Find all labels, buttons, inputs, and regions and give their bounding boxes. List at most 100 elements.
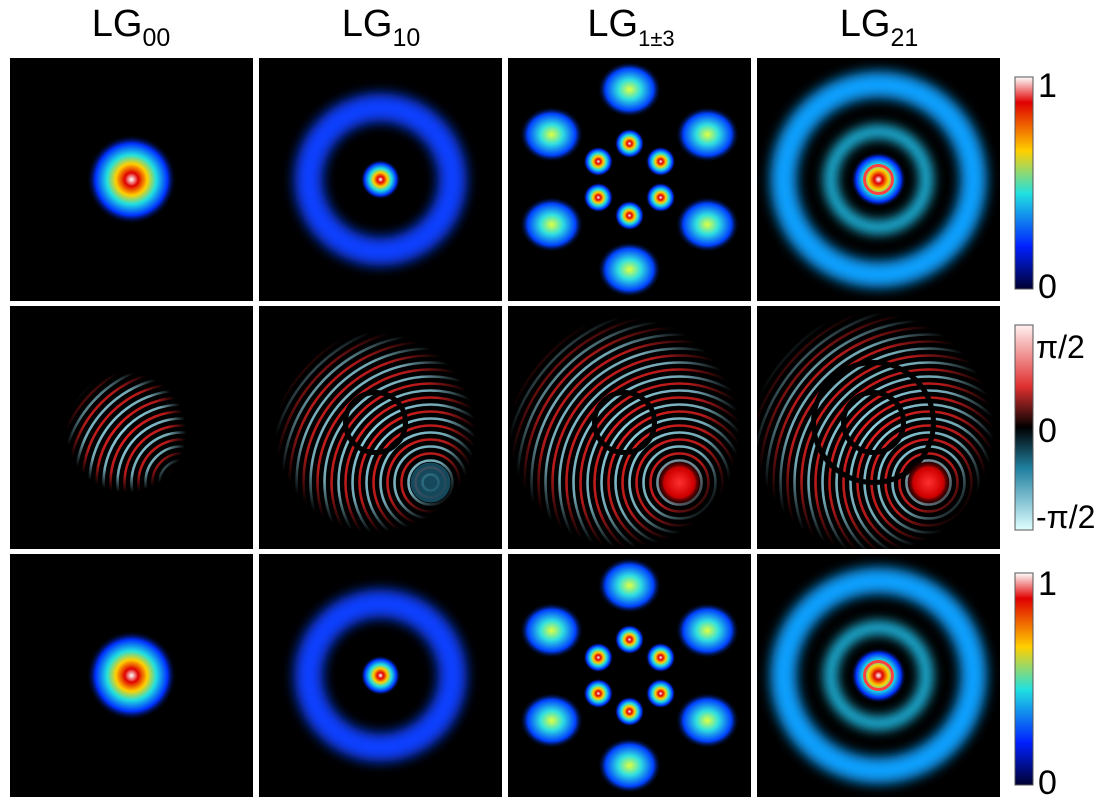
fringe	[109, 410, 253, 549]
beam-spot	[645, 146, 676, 177]
fringe	[372, 424, 489, 541]
fringe	[814, 368, 1000, 549]
phase-ring	[343, 390, 408, 455]
fringe	[53, 354, 253, 549]
beam-ring	[824, 125, 933, 234]
fringe	[537, 340, 751, 549]
panel	[757, 306, 1000, 549]
beam-lobe	[597, 557, 662, 614]
fringe	[516, 319, 751, 549]
fringe	[116, 417, 247, 548]
title-subscript: 00	[142, 24, 170, 52]
title-base: LG	[587, 3, 638, 45]
panel	[757, 58, 1000, 301]
panel	[259, 554, 502, 797]
beam-spot	[614, 696, 645, 727]
fringe	[259, 306, 502, 549]
fringe	[74, 375, 253, 549]
panel	[508, 554, 751, 797]
fringe	[295, 347, 502, 549]
fringe	[758, 312, 1000, 549]
fringe	[288, 340, 502, 549]
fringe	[628, 431, 731, 534]
panel	[508, 306, 751, 549]
beam-spot	[583, 182, 614, 213]
fringe	[274, 326, 502, 549]
fringe	[508, 306, 751, 549]
fringe	[821, 375, 1000, 549]
fringe	[123, 424, 240, 541]
colorbar-label: -π/2	[1036, 499, 1095, 535]
fringe	[344, 396, 502, 549]
beam-spot	[645, 642, 676, 673]
fringe	[323, 375, 502, 549]
fringe	[172, 473, 191, 492]
fringe	[614, 417, 745, 548]
fringe	[579, 382, 751, 549]
beam-lobe	[675, 602, 740, 659]
fringe	[386, 438, 475, 527]
beam-spot	[360, 159, 401, 200]
fringe	[544, 347, 751, 549]
beam-ring	[294, 93, 467, 266]
beam-spot	[360, 655, 401, 696]
fringe	[772, 326, 1000, 549]
colorbar-label: 1	[1038, 565, 1057, 603]
colorbar	[1014, 572, 1034, 786]
fringe	[32, 333, 253, 549]
fringe	[309, 361, 502, 549]
fringe	[144, 445, 219, 520]
column-title: LG10	[342, 3, 421, 52]
panel	[259, 58, 502, 301]
title-subscript: 21	[890, 24, 918, 52]
phase-ring	[811, 360, 936, 485]
fringe	[586, 389, 751, 549]
fringe	[39, 340, 253, 549]
fringe	[558, 361, 751, 549]
fringe	[351, 403, 502, 549]
fringe	[551, 354, 751, 549]
beam-ring	[824, 621, 933, 730]
fringe	[18, 319, 253, 549]
fringe	[379, 431, 482, 534]
colorbar	[1014, 324, 1034, 531]
colorbar-label: 0	[1038, 268, 1057, 306]
beam-ring	[863, 164, 894, 195]
fringe	[600, 403, 751, 549]
beam-lobe	[519, 692, 584, 749]
phase-vortex	[410, 462, 451, 503]
fringe	[95, 396, 253, 549]
fringe	[642, 445, 717, 520]
beam-lobe	[675, 106, 740, 163]
fringe	[621, 424, 738, 541]
fringe	[11, 312, 253, 549]
fringe	[267, 319, 502, 549]
colorbar-label: π/2	[1036, 329, 1085, 365]
phase-ring	[841, 390, 906, 455]
fringe	[765, 319, 1000, 549]
beam-spot	[614, 624, 645, 655]
beam-lobe	[675, 196, 740, 253]
fringe	[835, 389, 1000, 549]
fringe	[593, 396, 751, 549]
beam-spot	[850, 151, 907, 208]
beam-lobe	[597, 737, 662, 794]
fringe	[358, 410, 502, 549]
panel	[757, 554, 1000, 797]
panel	[10, 58, 253, 301]
fringe	[779, 333, 1000, 549]
fringe	[165, 466, 198, 499]
beam-lobe	[675, 692, 740, 749]
fringe	[757, 306, 1000, 549]
fringe	[88, 389, 253, 549]
colorbar-label: 0	[1038, 412, 1057, 450]
fringe	[10, 306, 253, 549]
fringe	[81, 382, 253, 549]
beam-lobe	[597, 61, 662, 118]
beam-lobe	[519, 602, 584, 659]
fringes	[259, 306, 502, 549]
fringe	[565, 368, 751, 549]
panel	[259, 306, 502, 549]
fringe	[793, 347, 1000, 549]
